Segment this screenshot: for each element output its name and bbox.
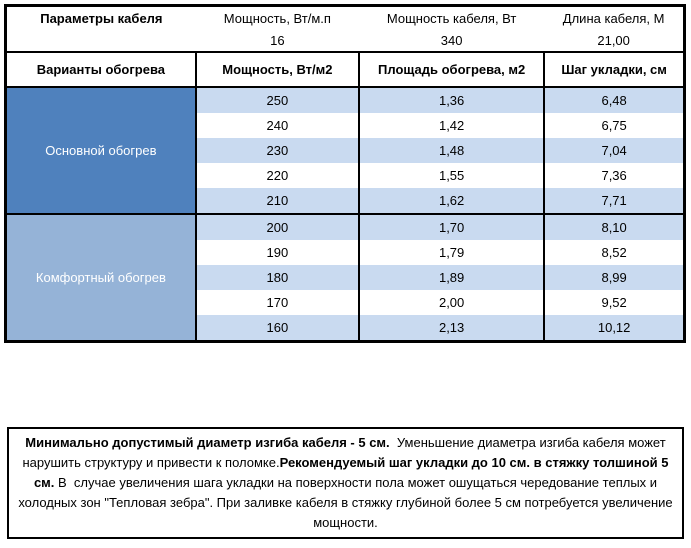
cell-step: 6,48 <box>543 87 686 113</box>
cell-area: 1,79 <box>357 240 546 265</box>
table-row: 16 340 21,00 <box>6 29 685 52</box>
cell-step: 8,99 <box>543 265 686 290</box>
cell-area: 1,36 <box>357 87 546 113</box>
params-header-block: Параметры кабеля Мощность, Вт/м.п Мощнос… <box>6 6 685 53</box>
cable-length-label: Длина кабеля, М <box>562 10 665 26</box>
cell-power: 160 <box>194 315 361 342</box>
column-header-area: Площадь обогрева, м2 <box>357 51 546 88</box>
table-row: 210 1,62 7,71 <box>6 188 686 214</box>
empty-cell <box>6 29 196 52</box>
cell-area: 2,13 <box>357 315 546 342</box>
note-bold-recommended-step: Рекомендуемый шаг укладки до 10 см. в ст… <box>33 455 673 490</box>
cell-area: 1,70 <box>357 213 546 240</box>
cable-power-label: Мощность кабеля, Вт <box>386 10 517 26</box>
table-row: 230 1,48 7,04 <box>6 138 686 163</box>
params-title: Параметры кабеля <box>40 10 163 26</box>
table-row: 160 2,13 10,12 <box>6 315 686 342</box>
table-header-row: Варианты обогрева Мощность, Вт/м2 Площад… <box>4 51 686 88</box>
installation-note: Минимально допустимый диаметр изгиба каб… <box>7 427 684 539</box>
section-primary-heating: Основной обогрев 250 1,36 6,48 240 1,42 … <box>4 87 686 214</box>
table-row: 190 1,79 8,52 <box>6 240 686 265</box>
section-comfort-heating: Комфортный обогрев 200 1,70 8,10 190 1,7… <box>4 213 686 342</box>
cell-power: 210 <box>194 188 361 214</box>
cell-power: 170 <box>194 290 361 315</box>
cell-power: 220 <box>194 163 361 188</box>
table-row: 240 1,42 6,75 <box>6 113 686 138</box>
column-header-block: Варианты обогрева Мощность, Вт/м2 Площад… <box>4 51 686 88</box>
cable-parameters-table: Параметры кабеля Мощность, Вт/м.п Мощнос… <box>4 4 686 343</box>
table-row: 220 1,55 7,36 <box>6 163 686 188</box>
cell-step: 7,71 <box>543 188 686 214</box>
cell-power: 240 <box>194 113 361 138</box>
cell-area: 1,89 <box>357 265 546 290</box>
note-bold-bend-diameter: Минимально допустимый диаметр изгиба каб… <box>25 435 390 450</box>
cell-power: 250 <box>194 87 361 113</box>
cell-power: 200 <box>194 213 361 240</box>
table-row: 180 1,89 8,99 <box>6 265 686 290</box>
cell-area: 1,48 <box>357 138 546 163</box>
column-header-step: Шаг укладки, см <box>543 51 686 88</box>
section-label-comfort: Комфортный обогрев <box>4 213 197 342</box>
note-text-zebra: В случае увеличения шага укладки на пове… <box>18 475 677 530</box>
cell-step: 6,75 <box>543 113 686 138</box>
cell-area: 2,00 <box>357 290 546 315</box>
cell-step: 10,12 <box>543 315 686 342</box>
power-per-m-value: 16 <box>270 32 285 48</box>
section-label-primary: Основной обогрев <box>4 87 197 214</box>
cable-power-value: 340 <box>440 32 463 48</box>
cell-step: 8,10 <box>543 213 686 240</box>
note-text-structure: Уменьшение диаметра изгиба кабеля может … <box>22 435 670 470</box>
cell-area: 1,55 <box>357 163 546 188</box>
column-header-variants: Варианты обогрева <box>4 51 197 88</box>
table-row: Параметры кабеля Мощность, Вт/м.п Мощнос… <box>6 6 685 30</box>
table-row: Комфортный обогрев 200 1,70 8,10 <box>4 213 686 342</box>
cell-step: 8,52 <box>543 240 686 265</box>
cable-length-value: 21,00 <box>597 32 630 48</box>
cell-area: 1,42 <box>357 113 546 138</box>
cell-step: 7,36 <box>543 163 686 188</box>
cell-power: 230 <box>194 138 361 163</box>
cell-step: 7,04 <box>543 138 686 163</box>
cell-area: 1,62 <box>357 188 546 214</box>
table-row: 170 2,00 9,52 <box>6 290 686 315</box>
cell-step: 9,52 <box>543 290 686 315</box>
column-header-power: Мощность, Вт/м2 <box>194 51 361 88</box>
table-row: Основной обогрев 250 1,36 6,48 <box>4 87 686 214</box>
cell-power: 190 <box>194 240 361 265</box>
cell-power: 180 <box>194 265 361 290</box>
power-per-m-label: Мощность, Вт/м.п <box>223 10 331 26</box>
